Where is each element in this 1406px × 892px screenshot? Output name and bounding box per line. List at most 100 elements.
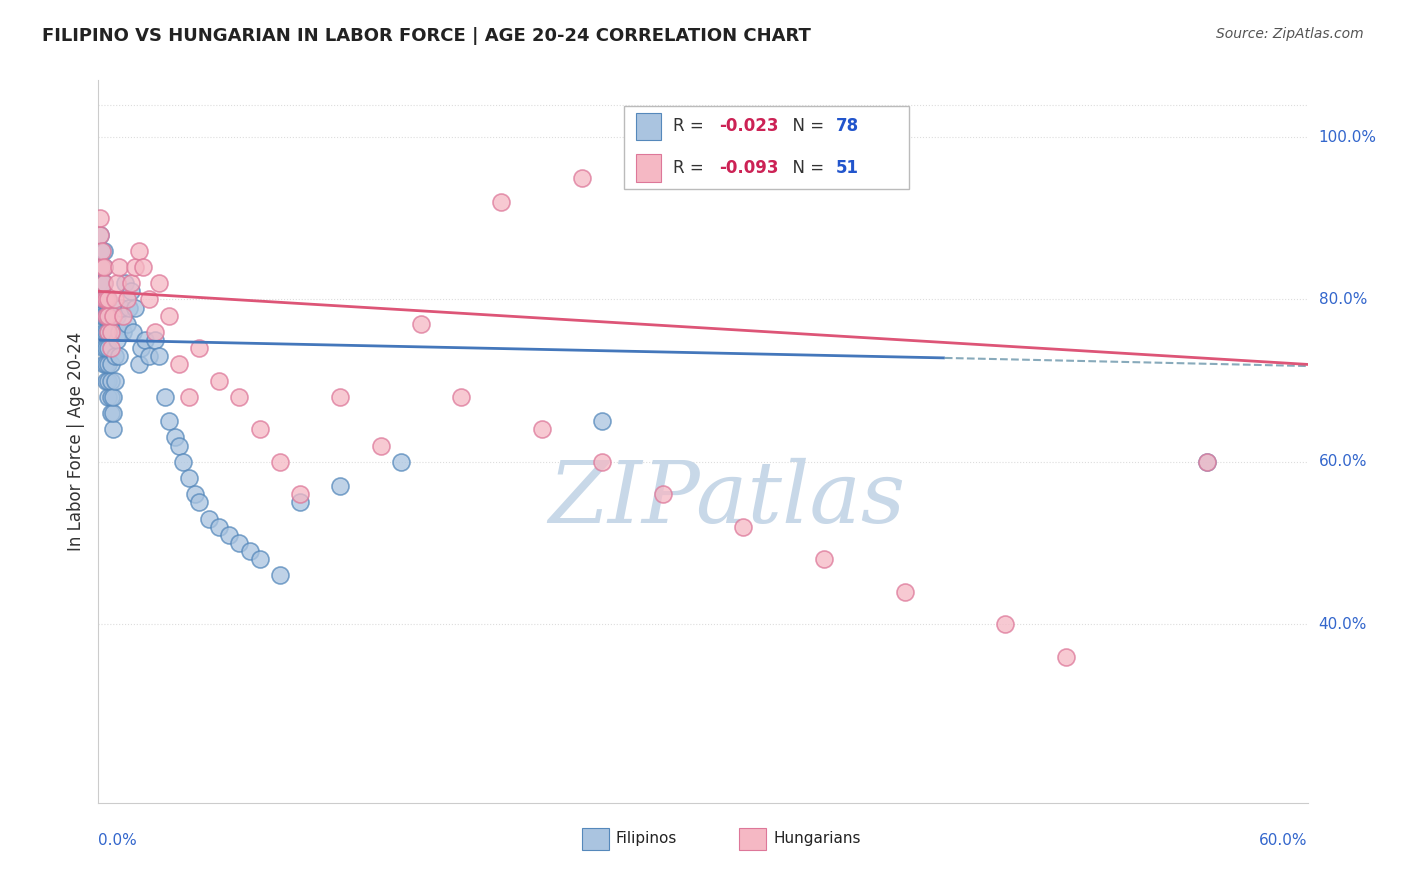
Point (167, 358, 190, 372)
Point (179, 471, 201, 485)
Point (128, 244, 150, 258)
Point (96, 293, 118, 307)
Point (218, 528, 240, 542)
Point (148, 277, 170, 291)
Point (93, 341, 115, 355)
Point (97, 325, 120, 339)
Point (239, 544, 262, 558)
Text: -0.023: -0.023 (718, 118, 778, 136)
Text: Hungarians: Hungarians (773, 831, 860, 847)
Point (97, 293, 120, 307)
Text: Source: ZipAtlas.com: Source: ZipAtlas.com (1216, 27, 1364, 41)
Point (97, 358, 120, 372)
Text: N =: N = (782, 118, 830, 136)
Point (813, 552, 835, 566)
Point (157, 414, 180, 428)
FancyBboxPatch shape (624, 105, 908, 189)
Point (591, 414, 613, 428)
Point (103, 349, 125, 363)
Point (100, 406, 122, 420)
Text: 60.0%: 60.0% (1319, 454, 1367, 469)
Point (93, 358, 115, 372)
Point (96, 309, 118, 323)
Point (107, 349, 129, 363)
Point (167, 439, 190, 453)
Point (105, 277, 128, 291)
Point (101, 422, 124, 436)
Text: 0.0%: 0.0% (98, 833, 138, 848)
Point (93, 309, 115, 323)
Point (370, 439, 392, 453)
Point (115, 317, 138, 331)
Point (163, 430, 186, 444)
Point (249, 552, 271, 566)
Point (1054, 649, 1077, 664)
Text: 60.0%: 60.0% (1260, 833, 1308, 848)
Bar (740, 828, 766, 850)
Point (491, 195, 513, 210)
Point (107, 260, 129, 274)
Text: FILIPINO VS HUNGARIAN IN LABOR FORCE | AGE 20-24 CORRELATION CHART: FILIPINO VS HUNGARIAN IN LABOR FORCE | A… (42, 27, 811, 45)
Point (138, 349, 160, 363)
Point (893, 584, 915, 599)
Point (93, 293, 115, 307)
Point (733, 520, 755, 534)
Point (96, 374, 118, 388)
Point (143, 325, 166, 339)
Point (89, 244, 111, 258)
Point (100, 325, 122, 339)
Point (571, 170, 593, 185)
Point (591, 455, 613, 469)
Point (269, 568, 291, 582)
Text: 80.0%: 80.0% (1319, 292, 1367, 307)
Point (153, 390, 176, 404)
Point (90, 293, 112, 307)
Point (89, 227, 111, 242)
Point (409, 317, 432, 331)
Bar (582, 828, 609, 850)
Point (100, 374, 122, 388)
Point (121, 325, 143, 339)
Point (91, 277, 114, 291)
Text: 100.0%: 100.0% (1319, 129, 1376, 145)
Text: Filipinos: Filipinos (616, 831, 678, 847)
Point (129, 341, 152, 355)
Point (329, 390, 352, 404)
Point (172, 455, 194, 469)
Point (93, 277, 115, 291)
Point (143, 333, 166, 347)
Point (208, 374, 231, 388)
Point (91, 260, 114, 274)
Point (96, 325, 118, 339)
Point (93, 260, 115, 274)
Point (110, 301, 132, 315)
Point (89, 227, 111, 242)
Point (1195, 455, 1218, 469)
Text: ZIPatlas: ZIPatlas (548, 458, 905, 541)
Point (97, 390, 120, 404)
Point (120, 277, 142, 291)
Point (89, 211, 111, 226)
Point (249, 422, 271, 436)
Point (115, 293, 138, 307)
Point (1195, 455, 1218, 469)
Point (132, 260, 155, 274)
Point (329, 479, 352, 493)
Point (208, 520, 231, 534)
Point (288, 495, 311, 509)
Text: -0.093: -0.093 (718, 159, 778, 177)
Point (184, 487, 207, 501)
Point (96, 341, 118, 355)
Point (450, 390, 472, 404)
Point (124, 301, 146, 315)
Point (101, 390, 124, 404)
Bar (637, 154, 661, 182)
Point (389, 455, 412, 469)
Point (107, 325, 129, 339)
Point (198, 511, 221, 525)
Point (97, 309, 120, 323)
Point (228, 390, 250, 404)
Point (100, 390, 122, 404)
Point (93, 293, 115, 307)
Point (96, 293, 118, 307)
